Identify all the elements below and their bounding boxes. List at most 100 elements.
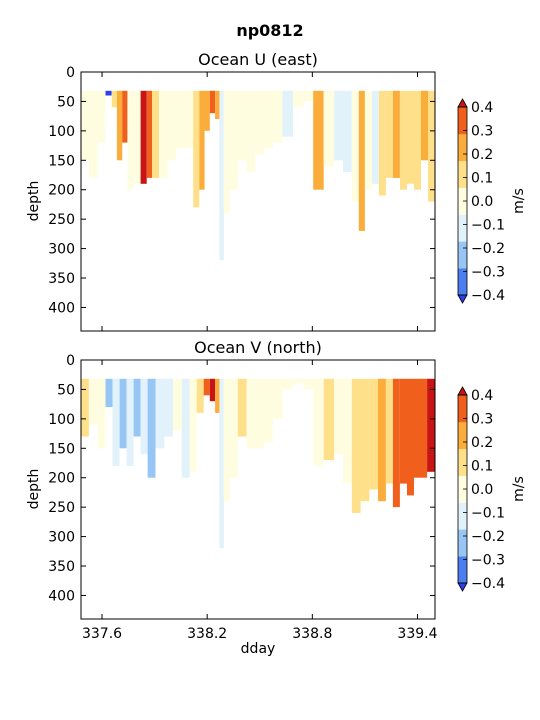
panel-u-column: [400, 90, 407, 190]
panel-u-column: [215, 90, 220, 120]
panel-v-column: [400, 378, 407, 484]
panel-v-column: [81, 378, 89, 437]
colorbar-u-segment: [458, 107, 467, 135]
colorbar-u-segment: [458, 241, 467, 269]
panel-u-column: [159, 90, 168, 178]
panel-v-column: [427, 378, 435, 472]
panel-u-column: [199, 90, 205, 190]
panel-v-column: [323, 378, 335, 460]
colorbar-v-segment: [458, 502, 467, 530]
panel-u-column: [111, 90, 117, 108]
panel-v-column: [209, 378, 216, 402]
panel-u-column: [246, 90, 256, 172]
panel-v-title: Ocean V (north): [194, 338, 322, 357]
panel-v-column: [313, 378, 324, 466]
panel-u-column: [255, 90, 265, 155]
panel-u-column: [378, 90, 386, 196]
colorbar-u-tick-label: −0.4: [471, 288, 505, 304]
panel-v-ytick-label: 150: [48, 441, 75, 457]
panel-u-column: [293, 90, 304, 108]
panel-u-column: [146, 90, 152, 178]
panel-u-column: [230, 90, 238, 190]
panel-v-column: [385, 378, 393, 484]
panel-v-column: [272, 378, 283, 419]
panel-v-column: [246, 378, 256, 449]
panel-u-column: [105, 90, 112, 96]
panel-u-column: [176, 90, 186, 149]
panel-u-column: [282, 90, 293, 137]
colorbar-v-tick-label: 0.4: [471, 388, 493, 404]
panel-u-column: [364, 90, 372, 190]
panel-v-column: [360, 378, 370, 502]
panel-v-columns: [81, 378, 435, 549]
colorbar-u-tick-label: 0.2: [471, 147, 493, 163]
panel-v-ytick-label: 250: [48, 500, 75, 516]
colorbar-v-segment: [458, 448, 467, 476]
panel-v-column: [126, 378, 134, 466]
panel-u-column: [209, 90, 216, 114]
panel-v-ytick-label: 200: [48, 471, 75, 487]
colorbar-v-extend-min: [457, 582, 468, 592]
panel-v-column: [223, 378, 230, 502]
colorbar-v-tick-label: −0.2: [471, 529, 505, 545]
panel-u-column: [358, 90, 365, 231]
panel-u-column: [272, 90, 283, 143]
panel-v-xlabel: dday: [241, 641, 276, 657]
panel-v-column: [421, 378, 428, 478]
panel-u-column: [421, 90, 428, 161]
colorbar-v-tick-label: 0.3: [471, 412, 493, 428]
panel-v-column: [196, 378, 204, 413]
panel-u-column: [88, 90, 98, 178]
figure-suptitle: np0812: [236, 21, 303, 40]
panel-u-column: [407, 90, 414, 184]
panel-v-column: [164, 378, 173, 437]
panel-v-ytick-label: 50: [57, 382, 75, 398]
panel-u-column: [167, 90, 177, 161]
colorbar-u-extend-max: [457, 98, 468, 108]
colorbar-u-segment: [458, 214, 467, 242]
panel-u-column: [371, 90, 379, 184]
panel-v-column: [264, 378, 273, 443]
panel-v-column: [147, 378, 156, 478]
panel-u-ytick-label: 300: [48, 242, 75, 258]
panel-u-column: [237, 90, 247, 161]
panel-u-column: [116, 90, 123, 161]
panel-v-column: [203, 378, 210, 396]
panel-v-xtick-label: 337.6: [82, 626, 122, 642]
panel-v-column: [237, 378, 247, 437]
colorbar-v-tick-label: 0.2: [471, 435, 493, 451]
panel-v-column: [293, 378, 304, 384]
panel-u-ytick-label: 250: [48, 212, 75, 228]
colorbar-v-tick-label: −0.4: [471, 576, 505, 592]
colorbar-u-tick-label: 0.1: [471, 171, 493, 187]
panel-u-column: [152, 90, 159, 178]
panel-u-ytick-label: 350: [48, 271, 75, 287]
panel-v-xtick-label: 339.4: [397, 626, 437, 642]
colorbar-u-label: m/s: [511, 188, 527, 214]
colorbar-u: −0.4 −0.3 −0.2 −0.1 0.0 0.1 0.2 0.3 0.4: [457, 98, 505, 304]
panel-u-columns: [81, 90, 435, 261]
panel-v-column: [155, 378, 165, 449]
panel-u-column: [219, 90, 224, 261]
panel-u-column: [385, 90, 393, 178]
panel-u-ytick-label: 200: [48, 183, 75, 199]
colorbar-u-segment: [458, 160, 467, 188]
panel-u-column: [313, 90, 324, 190]
panel-v-column: [219, 378, 224, 549]
colorbar-v: −0.4 −0.3 −0.2 −0.1 0.0 0.1 0.2 0.3 0.4: [457, 386, 505, 592]
panel-u-column: [122, 90, 128, 143]
colorbar-u-segment: [458, 268, 467, 296]
panel-v-column: [215, 378, 220, 413]
panel-v-column: [303, 378, 314, 390]
panel-v-xtick-label: 338.8: [292, 626, 332, 642]
panel-v-column: [105, 378, 113, 408]
panel-v-ytick-label: 300: [48, 530, 75, 546]
panel-v-ticks: 0 50 100 150 200 250 300 350 400 337.6 338.2 338.8 3…: [48, 353, 437, 642]
colorbar-v-segment: [458, 556, 467, 584]
panel-u-title: Ocean U (east): [198, 50, 318, 69]
panel-u-column: [81, 90, 89, 161]
colorbar-v-segment: [458, 395, 467, 423]
panel-u-ticks: 0 50 100 150 200 250 300 350 400: [48, 65, 435, 331]
colorbar-u-segment: [458, 133, 467, 162]
